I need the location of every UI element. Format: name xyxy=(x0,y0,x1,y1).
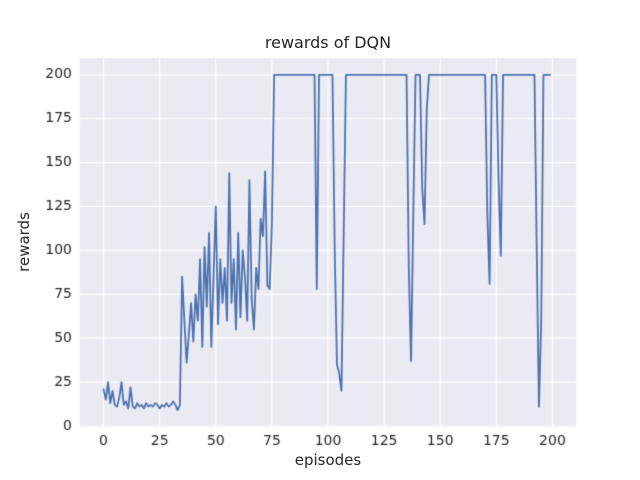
figure: rewards of DQN episodes rewards xyxy=(0,0,640,480)
chart-canvas xyxy=(0,0,640,480)
